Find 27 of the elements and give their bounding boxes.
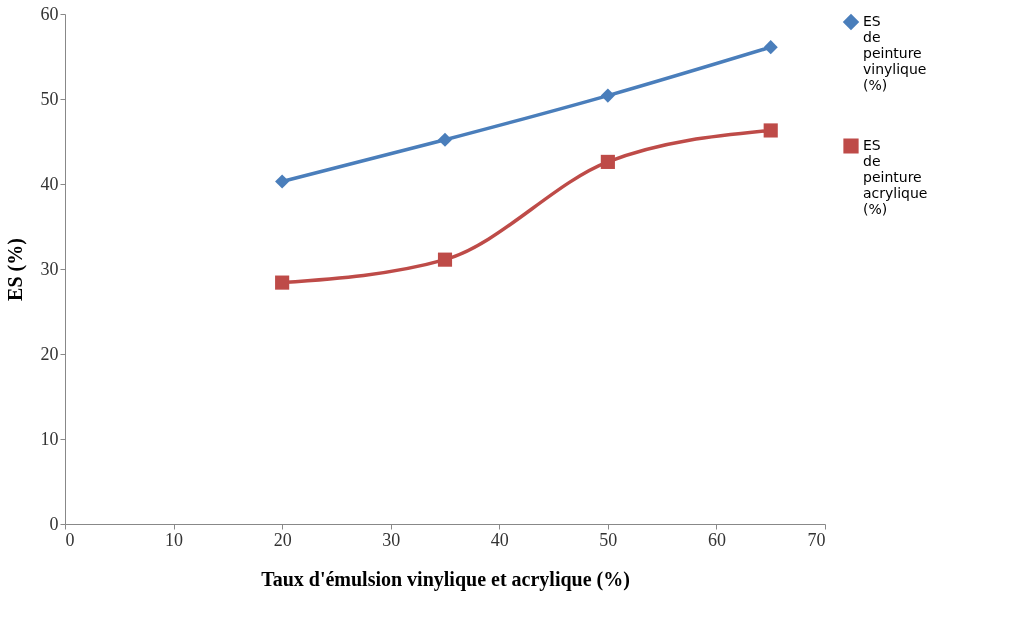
x-tick-label: 0 [65,529,75,550]
y-tick-label: 60 [40,3,59,24]
point [275,174,290,189]
point [763,40,778,55]
x-axis-title: Taux d'émulsion vinylique et acrylique (%) [261,567,630,591]
point [437,252,453,267]
x-tick-label: 60 [707,529,726,550]
x-tick-label: 40 [490,529,509,550]
point [275,275,290,290]
y-tick-label: 40 [40,173,59,194]
point [437,132,453,147]
point [600,88,615,103]
y-tick-label: 0 [49,513,59,534]
x-tick-label: 70 [807,529,826,550]
y-tick-label: 10 [40,428,59,449]
x-tick-label: 10 [165,529,184,550]
legend-label: ES de peinture vinylique (%) [863,13,927,93]
x-tick-label: 50 [599,529,618,550]
y-tick-label: 30 [40,258,59,279]
legend-label: ES de peinture acrylique (%) [863,137,928,217]
point [763,123,778,138]
point [600,154,615,169]
x-tick-label: 20 [273,529,292,550]
y-axis-title: ES (%) [3,238,27,301]
x-tick-label: 30 [382,529,401,550]
y-tick-label: 20 [40,343,59,364]
y-tick-label: 50 [40,88,59,109]
